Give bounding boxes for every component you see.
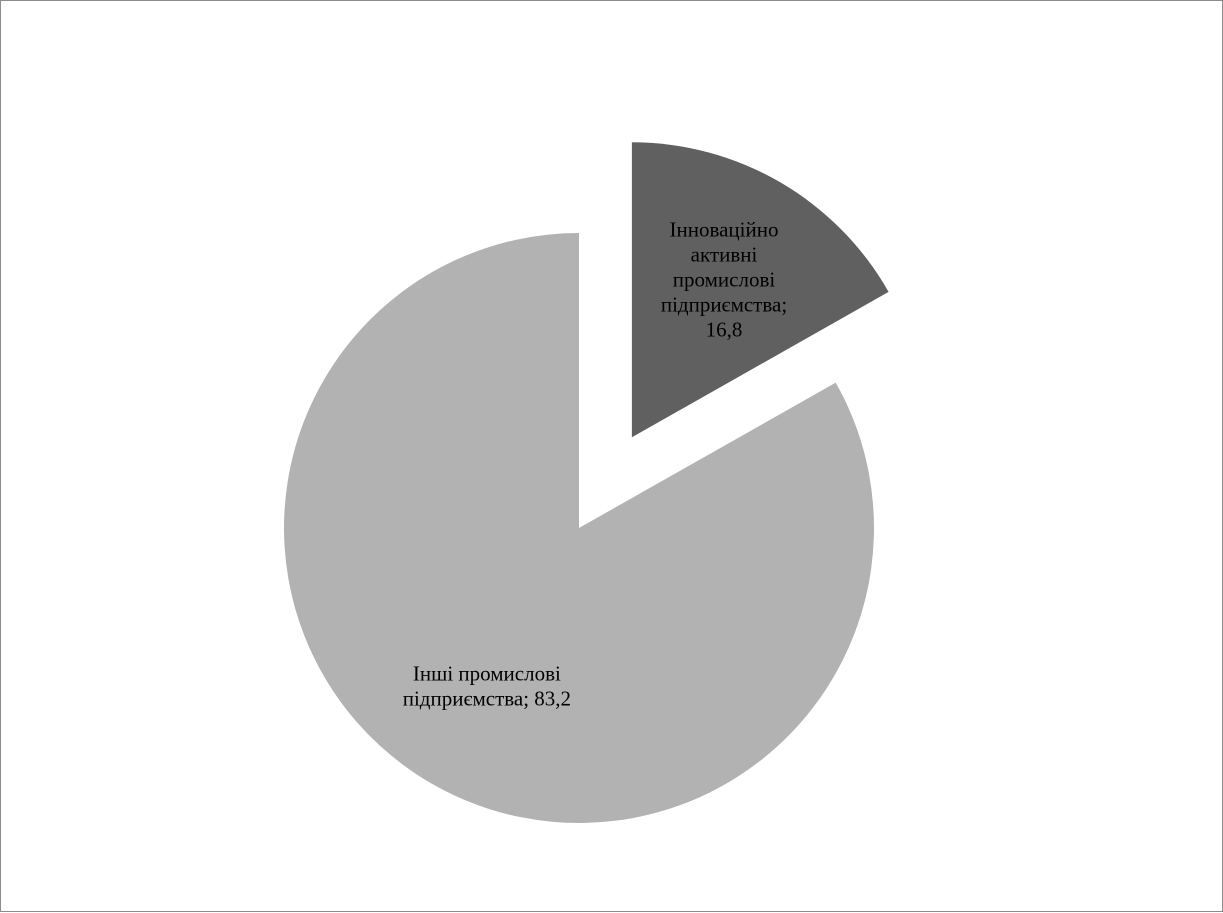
data-label-line: Інноваційно — [670, 217, 779, 241]
data-label-line: підприємства; 83,2 — [403, 687, 571, 711]
pie-slice-1 — [631, 142, 889, 438]
data-label-line: активні — [691, 242, 758, 266]
data-label-line: підприємства; — [661, 292, 787, 316]
data-label-line: 16,8 — [706, 317, 743, 341]
pie-slice-2 — [284, 233, 874, 823]
data-label-line: Інші промислові — [413, 662, 561, 686]
data-label-line: промислові — [673, 267, 776, 291]
data-label-2: Інші промислові підприємства; 83,2 — [403, 662, 571, 711]
data-label-1: Інноваційно активні промислові підприємства… — [661, 217, 787, 341]
